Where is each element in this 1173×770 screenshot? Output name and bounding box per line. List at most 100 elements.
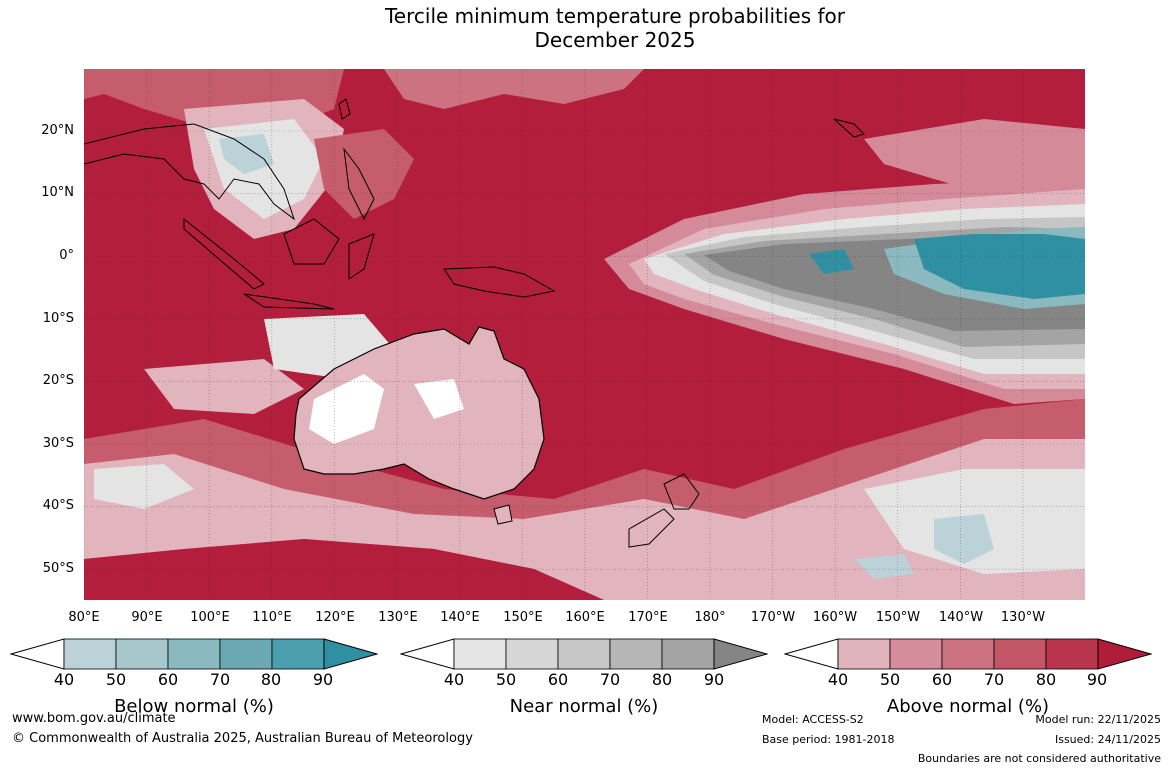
- indian-above-50: [144, 359, 304, 414]
- colorbar-above-label: Above normal (%): [886, 696, 1050, 717]
- lon-label-150w: 150°W: [875, 610, 921, 625]
- model-text: Model: ACCESS-S2: [762, 713, 864, 726]
- cbar-above-tick-90: 90: [1086, 670, 1108, 689]
- website-link[interactable]: www.bom.gov.au/climate: [12, 711, 176, 726]
- chart-title: Tercile minimum temperature probabilitie…: [0, 4, 1173, 52]
- colorbar-near-label: Near normal (%): [509, 696, 659, 717]
- lon-label-120e: 120°E: [315, 610, 355, 625]
- lat-label-20s: 20°S: [42, 373, 74, 388]
- australia-near-inner: [309, 374, 384, 444]
- australia-landmass: [293, 326, 545, 500]
- cbar-segment: [941, 638, 995, 670]
- cbar-extend-high: [323, 638, 378, 670]
- cbar-extend-low: [10, 638, 65, 670]
- lat-label-10s: 10°S: [42, 311, 74, 326]
- cbar-extend-high: [1097, 638, 1152, 670]
- cbar-segment: [505, 638, 559, 670]
- cbar-above-tick-40: 40: [827, 670, 849, 689]
- grid-lines: [83, 69, 1085, 600]
- cbar-segment: [889, 638, 943, 670]
- base-period-text: Base period: 1981-2018: [762, 733, 895, 746]
- cbar-extend-low: [784, 638, 839, 670]
- sumatra: [183, 217, 265, 290]
- patch-north2-above-60: [384, 69, 644, 109]
- lat-label-40s: 40°S: [42, 498, 74, 513]
- lat-label-0: 0°: [59, 248, 74, 263]
- hawaii: [833, 118, 865, 138]
- lon-label-160w: 160°W: [812, 610, 858, 625]
- cbar-near-tick-60: 60: [547, 670, 569, 689]
- cbar-segment: [837, 638, 891, 670]
- tongue-below-small: [809, 249, 854, 274]
- south-below-50b: [854, 554, 914, 579]
- cbar-segment: [167, 638, 221, 670]
- cbar-near-tick-50: 50: [495, 670, 517, 689]
- lat-label-20n: 20°N: [41, 123, 74, 138]
- cbar-above-tick-80: 80: [1035, 670, 1057, 689]
- borneo: [283, 218, 340, 265]
- taiwan: [338, 98, 351, 120]
- cbar-segment: [993, 638, 1047, 670]
- cbar-segment: [609, 638, 663, 670]
- issued-text: Issued: 24/11/2025: [1054, 733, 1161, 746]
- patch-scs-above-70: [314, 129, 414, 219]
- lon-label-140e: 140°E: [440, 610, 480, 625]
- lon-label-150e: 150°E: [503, 610, 543, 625]
- cbar-segment: [557, 638, 611, 670]
- cbar-segment: [453, 638, 507, 670]
- patch-indochina-below: [219, 134, 274, 174]
- lon-label-170e: 170°E: [628, 610, 668, 625]
- lat-label-10n: 10°N: [41, 185, 74, 200]
- cbar-near-tick-80: 80: [651, 670, 673, 689]
- cbar-extend-low: [400, 638, 455, 670]
- java: [243, 293, 335, 310]
- colorbar-above-normal: [784, 638, 1152, 670]
- tongue-below-90: [914, 234, 1085, 299]
- australia-near-inner2: [414, 379, 464, 419]
- lon-label-160e: 160°E: [565, 610, 605, 625]
- south-near-50: [94, 464, 194, 509]
- philippines: [343, 147, 375, 221]
- colorbar-below-label: Below normal (%): [114, 696, 274, 717]
- colorbar-near-normal: [400, 638, 768, 670]
- cbar-below-tick-80: 80: [260, 670, 282, 689]
- cbar-segment: [115, 638, 169, 670]
- lat-label-30s: 30°S: [42, 436, 74, 451]
- south-below-50: [934, 514, 994, 564]
- lon-label-130w: 130°W: [1000, 610, 1046, 625]
- cbar-below-tick-70: 70: [209, 670, 231, 689]
- lat-label-50s: 50°S: [42, 561, 74, 576]
- colorbar-below-normal: [10, 638, 378, 670]
- cbar-segment: [661, 638, 715, 670]
- cbar-near-tick-90: 90: [703, 670, 725, 689]
- lon-label-180: 180°: [694, 610, 726, 625]
- cbar-near-tick-40: 40: [443, 670, 465, 689]
- disclaimer-text: Boundaries are not considered authoritat…: [917, 752, 1161, 765]
- lon-label-110e: 110°E: [252, 610, 292, 625]
- cbar-segment: [63, 638, 117, 670]
- cbar-segment: [271, 638, 325, 670]
- cbar-segment: [219, 638, 273, 670]
- lon-label-170w: 170°W: [750, 610, 796, 625]
- map-panel[interactable]: [83, 69, 1085, 600]
- south-above-90-sw: [84, 539, 604, 600]
- new-zealand-south: [628, 508, 675, 548]
- cbar-below-tick-40: 40: [53, 670, 75, 689]
- title-line-2: December 2025: [534, 28, 696, 52]
- copyright-text: © Commonwealth of Australia 2025, Austra…: [12, 731, 473, 746]
- cbar-below-tick-60: 60: [157, 670, 179, 689]
- lon-label-80e: 80°E: [68, 610, 100, 625]
- cbar-below-tick-50: 50: [105, 670, 127, 689]
- new-zealand-north: [663, 473, 700, 510]
- lon-label-140w: 140°W: [938, 610, 984, 625]
- cbar-above-tick-50: 50: [879, 670, 901, 689]
- model-run-text: Model run: 22/11/2025: [1035, 713, 1161, 726]
- title-line-1: Tercile minimum temperature probabilitie…: [384, 4, 846, 28]
- cbar-extend-high: [713, 638, 768, 670]
- asia-coast: [83, 123, 295, 221]
- cbar-segment: [1045, 638, 1099, 670]
- probability-map[interactable]: [83, 69, 1085, 600]
- cbar-above-tick-70: 70: [983, 670, 1005, 689]
- new-guinea: [443, 266, 556, 298]
- cbar-near-tick-70: 70: [599, 670, 621, 689]
